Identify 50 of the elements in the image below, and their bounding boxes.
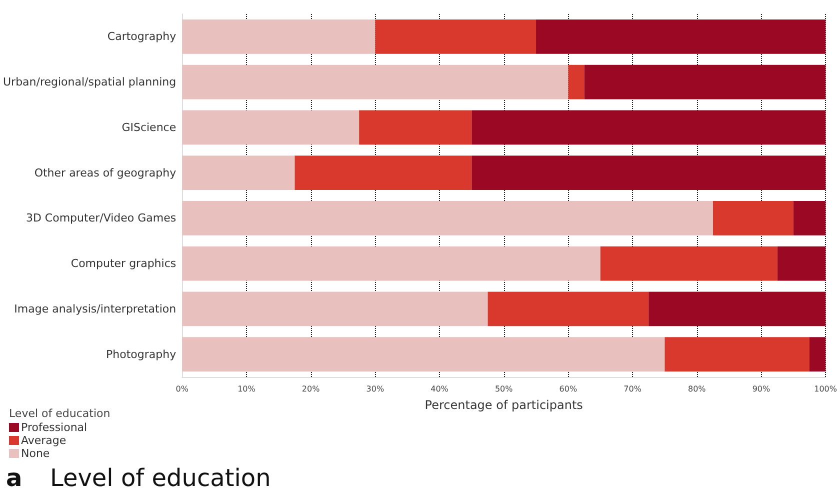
- x-tick-label: 10%: [238, 384, 256, 394]
- x-tick-label: 50%: [494, 384, 514, 394]
- bar: [182, 156, 295, 190]
- y-tick-label: Photography: [106, 348, 177, 361]
- bar: [536, 19, 826, 54]
- bar: [472, 156, 826, 190]
- text: a: [6, 464, 22, 492]
- legend-title: Level of education: [9, 407, 110, 420]
- x-tick-label: 100%: [814, 384, 838, 394]
- legend-label: None: [21, 447, 50, 460]
- y-tick-label: Cartography: [107, 30, 177, 44]
- bar: [777, 246, 826, 281]
- bar: [712, 200, 794, 236]
- legend-label: Average: [21, 434, 66, 447]
- bar: [294, 156, 472, 190]
- bar: [584, 64, 826, 100]
- bar: [664, 337, 810, 372]
- y-tick-label: Urban/regional/spatial planning: [2, 76, 176, 89]
- y-tick-label: Image analysis/interpretation: [14, 302, 176, 316]
- bar: [182, 110, 360, 145]
- bar: [359, 110, 472, 145]
- bar: [793, 200, 826, 236]
- y-tick-label: Computer graphics: [70, 257, 176, 270]
- x-tick-label: 60%: [559, 384, 578, 394]
- bar: [182, 19, 376, 54]
- x-tick-label: 20%: [302, 384, 320, 394]
- bar: [182, 200, 713, 236]
- x-axis-title: Percentage of participants: [424, 398, 583, 412]
- bar: [600, 246, 778, 281]
- bar: [375, 19, 536, 54]
- y-tick-label: Other areas of geography: [34, 166, 177, 180]
- x-tick-label: 90%: [752, 384, 771, 394]
- bar: [568, 64, 584, 100]
- text: Level of education: [50, 464, 271, 492]
- x-tick-label: 30%: [366, 384, 384, 394]
- x-tick-label: 70%: [624, 384, 642, 394]
- bar: [182, 246, 600, 281]
- x-tick-label: 80%: [688, 384, 706, 394]
- y-tick-label: 3D Computer/Video Games: [26, 212, 176, 225]
- bar: [182, 292, 488, 326]
- x-tick-label: 0%: [176, 384, 189, 394]
- bar: [648, 292, 826, 326]
- bar: [472, 110, 826, 145]
- x-tick-label: 40%: [430, 384, 449, 394]
- bar: [182, 337, 665, 372]
- legend-label: Professional: [21, 421, 88, 434]
- bar: [809, 337, 826, 372]
- bar: [488, 292, 649, 326]
- y-tick-label: GIScience: [122, 120, 176, 134]
- bar: [182, 64, 568, 100]
